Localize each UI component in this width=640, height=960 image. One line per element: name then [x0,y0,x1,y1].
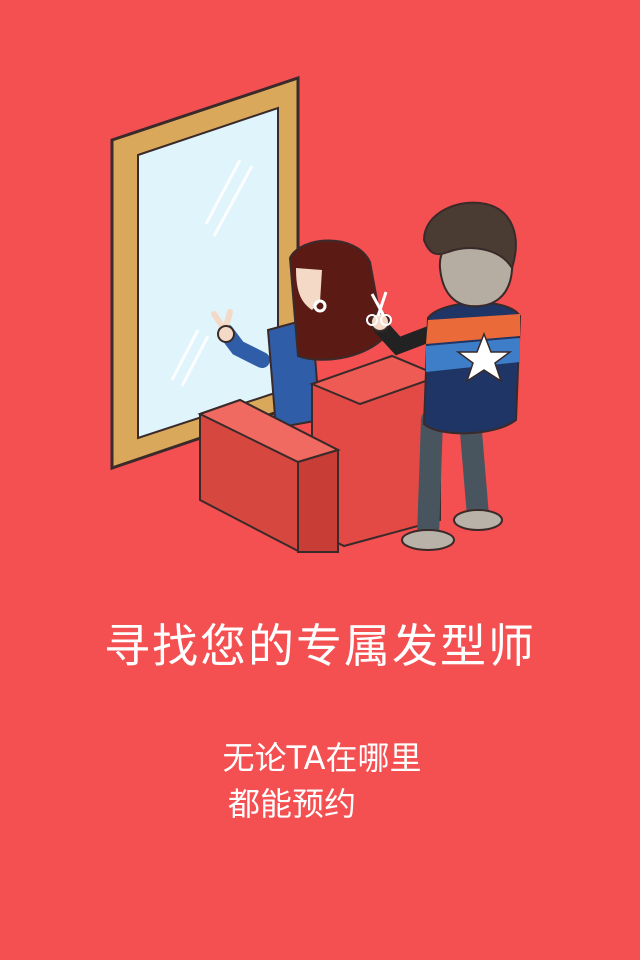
splash-subtitle-line-1: 无论TA在哪里 [222,739,422,777]
splash-title: 寻找您的专属发型师 [104,619,536,673]
customer-figure [211,239,386,430]
hairdresser-figure [366,201,522,551]
mirror [110,75,300,471]
hairdresser-illustration [110,75,522,553]
star-icon [455,331,513,383]
splash-subtitle-line-2: 都能预约 [227,785,356,823]
armchair [197,354,443,553]
scissors-icon [366,291,392,326]
